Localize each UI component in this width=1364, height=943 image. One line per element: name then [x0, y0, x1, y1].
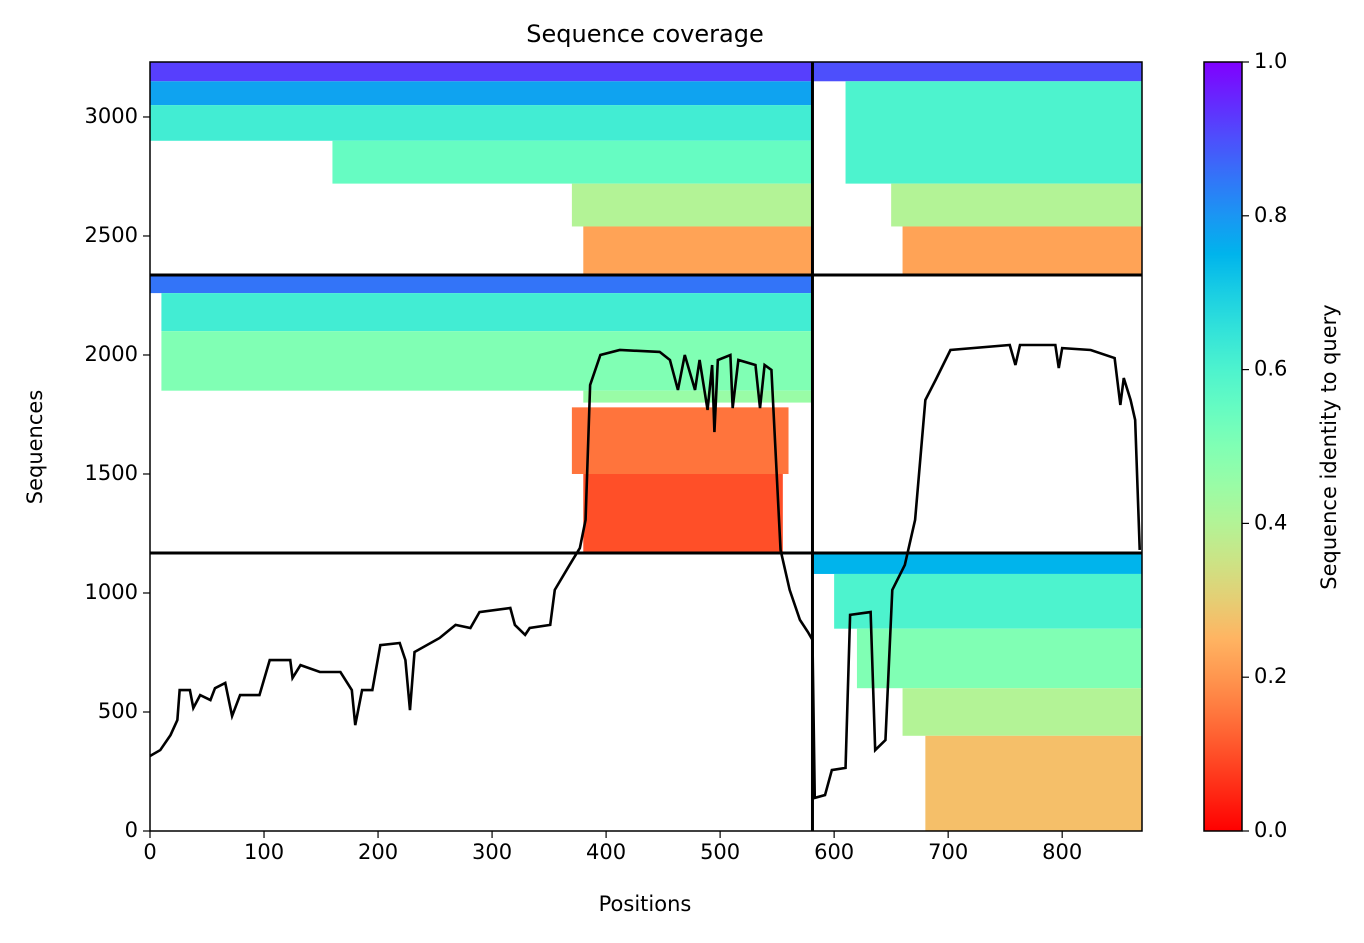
- coverage-block: [812, 553, 1142, 574]
- x-tick-label: 0: [143, 840, 156, 864]
- y-tick-label: 0: [125, 818, 138, 842]
- colorbar-tick-label: 0.8: [1254, 203, 1287, 227]
- colorbar-tick-label: 0.4: [1254, 510, 1287, 534]
- coverage-block: [150, 275, 813, 294]
- coverage-block: [925, 735, 1142, 831]
- x-tick-label: 200: [358, 840, 398, 864]
- x-tick-label: 400: [586, 840, 626, 864]
- x-tick-label: 300: [472, 840, 512, 864]
- coverage-block: [150, 105, 813, 141]
- coverage-block: [150, 62, 813, 82]
- x-tick-label: 800: [1042, 840, 1082, 864]
- colorbar-tick-label: 0.0: [1254, 818, 1287, 842]
- y-tick-label: 1000: [85, 580, 138, 604]
- coverage-block: [583, 390, 813, 403]
- coverage-block: [583, 473, 783, 554]
- x-tick-label: 700: [928, 840, 968, 864]
- y-tick-label: 2000: [85, 342, 138, 366]
- plot-frame: [149, 61, 1143, 832]
- coverage-block: [161, 293, 813, 332]
- x-tick-label: 600: [814, 840, 854, 864]
- colorbar-tick-label: 0.2: [1254, 664, 1287, 688]
- y-tick-label: 500: [98, 699, 138, 723]
- coverage-block: [812, 62, 1142, 82]
- x-tick-label: 100: [244, 840, 284, 864]
- coverage-block: [834, 573, 1142, 629]
- y-tick-label: 1500: [85, 461, 138, 485]
- colorbar-tick-label: 1.0: [1254, 49, 1287, 73]
- colorbar-label: Sequence identity to query: [1317, 304, 1341, 589]
- coverage-block: [571, 407, 789, 474]
- chart-title: Sequence coverage: [526, 20, 763, 48]
- coverage-block: [332, 140, 813, 184]
- x-axis-label: Positions: [599, 892, 692, 916]
- colorbar-tick-label: 0.6: [1254, 357, 1287, 381]
- coverage-block: [856, 628, 1142, 689]
- colorbar: [1203, 61, 1243, 832]
- coverage-block: [902, 688, 1142, 736]
- coverage-block: [150, 81, 813, 106]
- coverage-block: [571, 183, 813, 227]
- y-axis-label: Sequences: [23, 390, 47, 505]
- coverage-block: [902, 226, 1142, 276]
- y-tick-label: 2500: [85, 223, 138, 247]
- coverage-block: [161, 331, 813, 391]
- y-tick-label: 3000: [85, 104, 138, 128]
- coverage-block: [845, 81, 1142, 184]
- x-tick-label: 500: [700, 840, 740, 864]
- coverage-block: [891, 183, 1142, 227]
- coverage-line: [149, 343, 1142, 800]
- coverage-block: [583, 226, 813, 276]
